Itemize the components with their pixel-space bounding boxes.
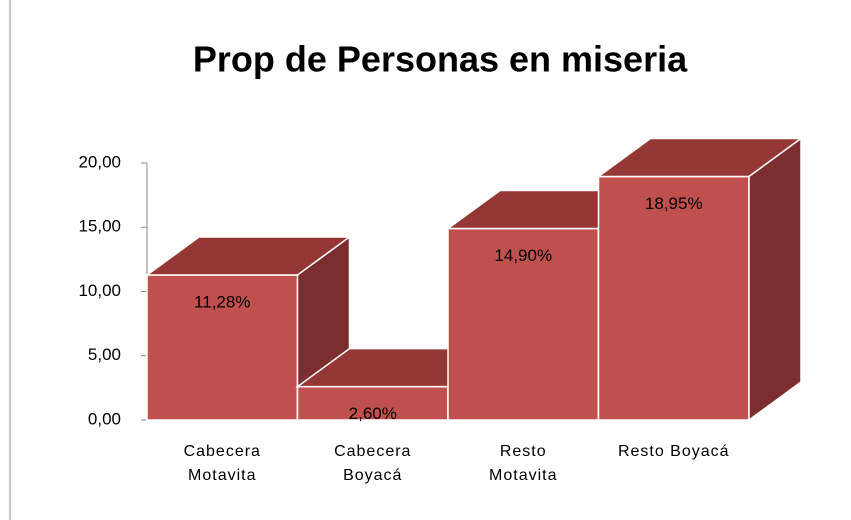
x-tick-label: Resto Motavita — [489, 443, 558, 484]
chart-title: Prop de Personas en miseria — [193, 39, 688, 80]
bar-front — [597, 175, 750, 421]
y-tick-label: 10,00 — [78, 281, 121, 300]
y-tick-label: 20,00 — [78, 152, 121, 171]
x-tick-label: Cabecera Boyacá — [334, 443, 412, 484]
x-tick-label: Cabecera Motavita — [183, 443, 261, 484]
data-label: 14,90% — [494, 246, 552, 265]
y-tick-label: 15,00 — [78, 217, 121, 236]
y-tick-label: 5,00 — [88, 345, 121, 364]
x-tick-label: Resto Boyacá — [617, 443, 730, 460]
y-tick-label: 0,00 — [88, 409, 121, 428]
data-label: 11,28% — [194, 293, 250, 312]
bar-side — [748, 137, 802, 422]
data-label: 18,95% — [645, 194, 703, 213]
data-label: 2,60% — [349, 404, 397, 423]
bar-front — [296, 385, 449, 421]
